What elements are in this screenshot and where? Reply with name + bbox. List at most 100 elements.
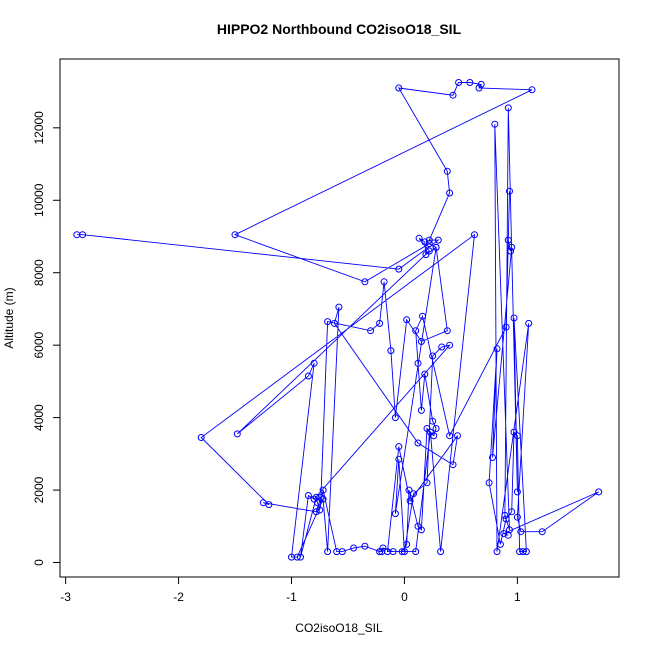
series-line bbox=[76, 82, 599, 558]
x-tick-label: -3 bbox=[60, 590, 71, 604]
data-point bbox=[449, 461, 457, 469]
data-point bbox=[430, 432, 438, 440]
data-point bbox=[335, 303, 343, 311]
data-point bbox=[310, 359, 318, 367]
data-point bbox=[423, 479, 431, 487]
data-point bbox=[395, 84, 403, 92]
data-point bbox=[443, 327, 451, 335]
data-point bbox=[405, 486, 413, 494]
data-point bbox=[391, 414, 399, 422]
y-tick-label: 4000 bbox=[32, 404, 46, 431]
data-point bbox=[410, 490, 417, 498]
data-point bbox=[412, 327, 420, 335]
data-point bbox=[517, 528, 525, 536]
data-point bbox=[197, 434, 205, 441]
data-point bbox=[324, 318, 332, 326]
data-point bbox=[231, 231, 239, 239]
data-point bbox=[434, 236, 442, 244]
series-layer bbox=[73, 79, 603, 561]
data-point bbox=[395, 265, 403, 273]
data-point bbox=[423, 425, 431, 432]
plot-frame bbox=[59, 58, 620, 578]
data-point bbox=[508, 243, 516, 251]
data-point bbox=[415, 234, 423, 242]
x-tick-label: 1 bbox=[514, 590, 521, 604]
data-point bbox=[324, 548, 332, 556]
data-point bbox=[508, 508, 516, 516]
data-point bbox=[425, 247, 433, 255]
data-point bbox=[513, 432, 521, 440]
data-point bbox=[425, 240, 433, 248]
data-point bbox=[414, 359, 422, 367]
data-point bbox=[330, 319, 338, 327]
data-point bbox=[417, 338, 425, 345]
data-point bbox=[259, 499, 267, 507]
data-point bbox=[502, 323, 510, 331]
data-point bbox=[417, 526, 425, 534]
data-point bbox=[595, 488, 603, 496]
x-tick-label: -2 bbox=[173, 590, 184, 604]
y-tick-label: 10000 bbox=[32, 183, 46, 217]
data-point bbox=[516, 548, 524, 556]
data-point bbox=[502, 515, 510, 523]
data-point bbox=[432, 425, 440, 432]
data-point bbox=[504, 104, 512, 112]
data-point bbox=[378, 548, 386, 556]
data-point bbox=[421, 370, 429, 378]
data-point bbox=[395, 455, 403, 463]
data-point bbox=[446, 189, 454, 197]
data-point bbox=[79, 231, 87, 239]
data-point bbox=[504, 236, 512, 244]
y-tick-label: 8000 bbox=[32, 259, 46, 286]
data-point bbox=[438, 343, 446, 351]
data-point bbox=[376, 319, 384, 327]
data-point bbox=[319, 486, 327, 494]
data-point bbox=[425, 236, 433, 244]
y-tick-label: 0 bbox=[32, 559, 46, 566]
data-point bbox=[493, 548, 501, 556]
data-point bbox=[485, 479, 493, 487]
y-axis-label: Altitude (m) bbox=[2, 287, 16, 348]
data-point bbox=[389, 548, 397, 556]
data-point bbox=[395, 443, 403, 451]
data-point bbox=[491, 120, 499, 128]
data-point bbox=[293, 553, 301, 561]
data-point bbox=[446, 341, 454, 349]
data-point bbox=[233, 430, 241, 438]
data-point bbox=[304, 492, 312, 499]
data-point bbox=[361, 542, 369, 550]
data-point bbox=[387, 347, 395, 355]
data-point bbox=[507, 247, 515, 255]
data-point bbox=[496, 540, 504, 548]
data-point bbox=[443, 167, 451, 175]
y-tick-label: 6000 bbox=[32, 331, 46, 358]
data-point bbox=[489, 454, 496, 461]
data-point bbox=[513, 513, 521, 521]
x-tick-label: -1 bbox=[286, 590, 297, 604]
data-point bbox=[380, 278, 388, 286]
data-point bbox=[350, 544, 358, 552]
data-point bbox=[525, 319, 533, 327]
y-axis: 0 2000 4000 6000 8000 10000 12000 bbox=[32, 111, 61, 566]
y-tick-label: 12000 bbox=[32, 111, 46, 145]
data-point bbox=[528, 86, 536, 94]
data-point bbox=[477, 80, 485, 88]
data-point bbox=[317, 493, 325, 501]
data-point bbox=[314, 499, 321, 507]
data-point bbox=[361, 278, 369, 286]
data-point bbox=[471, 231, 478, 239]
data-point bbox=[338, 548, 346, 556]
data-point bbox=[429, 352, 437, 360]
data-point bbox=[432, 243, 440, 251]
data-point bbox=[312, 508, 320, 516]
data-point bbox=[304, 372, 312, 380]
data-point bbox=[297, 553, 304, 561]
data-point bbox=[500, 530, 508, 537]
data-point bbox=[403, 316, 411, 324]
data-point bbox=[501, 511, 509, 519]
data-point bbox=[379, 544, 387, 552]
data-point bbox=[391, 510, 399, 518]
data-point bbox=[454, 432, 461, 440]
data-point bbox=[414, 439, 422, 447]
